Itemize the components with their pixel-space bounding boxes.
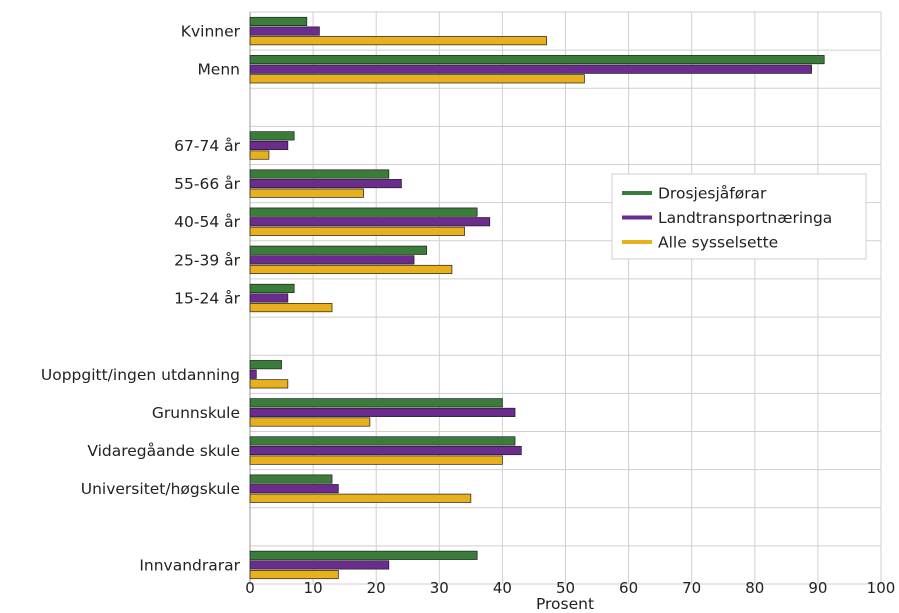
category-label: 15-24 år — [174, 290, 240, 308]
category-labels: Kvinner Menn 67-74 år 55-66 år 40-54 år 25-39… — [41, 23, 241, 575]
x-tick-label: 90 — [808, 579, 827, 597]
bar-3 — [249, 303, 333, 313]
bar-3 — [249, 569, 339, 580]
grid — [249, 11, 882, 585]
bar-2 — [249, 407, 516, 417]
bar-2 — [249, 140, 289, 151]
category-label: 40-54 år — [174, 213, 240, 231]
bar-1 — [249, 436, 516, 446]
category-label: 25-39 år — [174, 251, 240, 269]
legend-label: Alle sysselsette — [658, 234, 778, 252]
x-tick-label: 20 — [367, 579, 386, 597]
bar-1 — [249, 360, 282, 370]
bar-3 — [249, 493, 472, 503]
bar-3 — [249, 417, 371, 427]
x-tick-label: 100 — [867, 579, 896, 597]
bar-1 — [249, 169, 390, 179]
category-label: 67-74 år — [174, 137, 240, 155]
x-tick-label: 10 — [304, 579, 323, 597]
x-tick-label: 50 — [556, 579, 575, 597]
legend: Drosjesjåførar Landtransportnæringa Alle s… — [611, 173, 867, 260]
bar-1 — [249, 398, 503, 408]
category-label: Grunnskule — [152, 404, 240, 422]
bars — [249, 16, 825, 580]
category-label: Vidaregåande skule — [87, 442, 240, 460]
legend-box — [611, 173, 867, 260]
bar-2 — [249, 560, 390, 570]
category-label: Universitet/høgskule — [81, 480, 240, 498]
bar-3 — [249, 188, 364, 198]
x-tick-label: 60 — [619, 579, 638, 597]
legend-label: Drosjesjåførar — [658, 185, 767, 203]
x-tick-label: 70 — [682, 579, 701, 597]
bar-1 — [249, 245, 428, 255]
category-label: Kvinner — [181, 23, 241, 41]
bar-1 — [249, 131, 295, 141]
bar-1 — [249, 550, 478, 560]
category-label: Menn — [197, 61, 240, 79]
legend-label: Landtransportnæringa — [658, 209, 832, 227]
bar-2 — [249, 179, 402, 189]
bar-3 — [249, 150, 270, 160]
bar-2 — [249, 255, 415, 265]
bar-3 — [249, 264, 453, 275]
x-axis-title: Prosent — [536, 595, 594, 613]
bar-2 — [249, 484, 339, 494]
bar-3 — [249, 36, 547, 46]
bar-3 — [249, 455, 503, 465]
bar-1 — [249, 16, 308, 27]
x-tick-label: 80 — [745, 579, 764, 597]
bar-1 — [249, 55, 825, 65]
bar-2 — [249, 217, 491, 227]
bar-1 — [249, 207, 478, 217]
x-tick-labels: 0 10 20 30 40 50 60 70 80 90 100 — [245, 579, 895, 597]
x-tick-label: 0 — [245, 579, 255, 597]
bar-2 — [249, 26, 320, 36]
bar-1 — [249, 283, 295, 293]
bar-3 — [249, 379, 289, 389]
category-label: Innvandrarar — [139, 556, 240, 574]
bar-1 — [249, 474, 333, 484]
x-tick-label: 30 — [430, 579, 449, 597]
bar-2 — [249, 445, 522, 456]
category-label: 55-66 år — [174, 175, 240, 193]
bar-2 — [249, 293, 289, 303]
x-tick-label: 40 — [493, 579, 512, 597]
bar-2 — [249, 369, 257, 379]
category-label: Uoppgitt/ingen utdanning — [41, 366, 240, 384]
bar-3 — [249, 226, 465, 236]
bar-3 — [249, 74, 585, 84]
bar-2 — [249, 64, 812, 74]
